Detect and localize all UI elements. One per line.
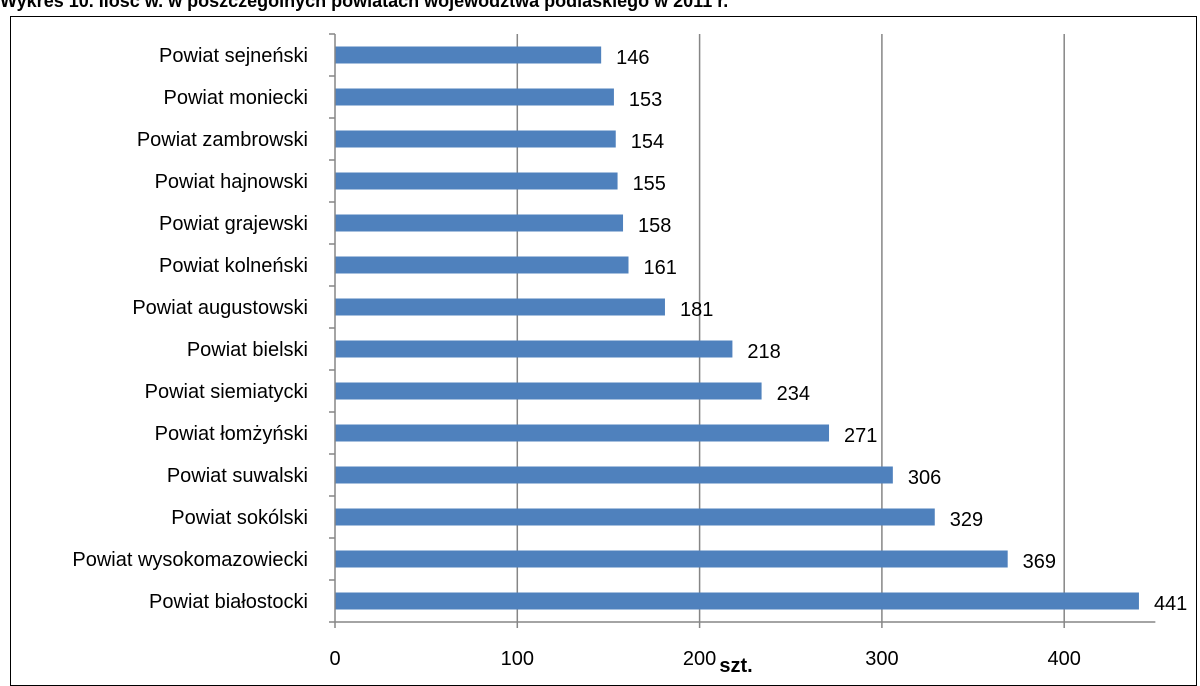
x-tick-label: 400 [1048, 648, 1081, 670]
category-label: Powiat sokólski [171, 507, 308, 529]
category-label: Powiat wysokomazowiecki [72, 549, 308, 571]
value-label: 369 [1023, 551, 1056, 573]
chart-title: Wykres 10. Ilość w. w poszczególnych pow… [0, 0, 729, 11]
value-label: 155 [633, 173, 666, 195]
bar [335, 466, 893, 484]
value-label: 146 [616, 47, 649, 69]
x-tick-label: 300 [865, 648, 898, 670]
bar [335, 46, 602, 64]
value-label: 181 [680, 299, 713, 321]
value-label: 161 [644, 257, 677, 279]
category-label: Powiat siemiatycki [145, 381, 308, 403]
category-label: Powiat sejneński [159, 45, 308, 67]
value-label: 441 [1154, 593, 1187, 615]
value-label: 158 [638, 215, 671, 237]
value-label: 218 [747, 341, 780, 363]
x-axis-title: szt. [719, 655, 752, 677]
gridlines [516, 34, 1065, 622]
category-label: Powiat augustowski [132, 297, 308, 319]
value-label: 271 [844, 425, 877, 447]
category-label: Powiat zambrowski [137, 129, 308, 151]
category-labels: Powiat sejneński Powiat moniecki Powiat za… [72, 45, 308, 613]
category-label: Powiat bielski [187, 339, 308, 361]
bar [335, 256, 629, 274]
bar [335, 172, 618, 190]
bar [335, 592, 1139, 610]
category-label: Powiat moniecki [163, 87, 308, 109]
category-label: Powiat grajewski [159, 213, 308, 235]
value-label: 153 [629, 89, 662, 111]
bar [335, 298, 665, 316]
bar [335, 214, 624, 232]
category-label: Powiat łomżyński [155, 423, 308, 445]
value-label: 234 [777, 383, 810, 405]
bars [335, 46, 1139, 610]
value-label: 306 [908, 467, 941, 489]
value-label: 154 [631, 131, 664, 153]
bar [335, 424, 830, 442]
category-label: Powiat kolneński [159, 255, 308, 277]
tick-labels: 0 100 200 300 400 [329, 648, 1080, 670]
category-label: Powiat białostocki [149, 591, 308, 613]
x-tick-label: 200 [683, 648, 716, 670]
bar [335, 550, 1008, 568]
value-label: 329 [950, 509, 983, 531]
category-label: Powiat suwalski [167, 465, 308, 487]
axes [329, 33, 1156, 628]
bar [335, 382, 762, 400]
bar [335, 88, 614, 106]
bar [335, 508, 935, 526]
x-tick-label: 100 [501, 648, 534, 670]
bar [335, 130, 616, 148]
bar [335, 340, 733, 358]
x-tick-label: 0 [329, 648, 340, 670]
category-label: Powiat hajnowski [155, 171, 308, 193]
